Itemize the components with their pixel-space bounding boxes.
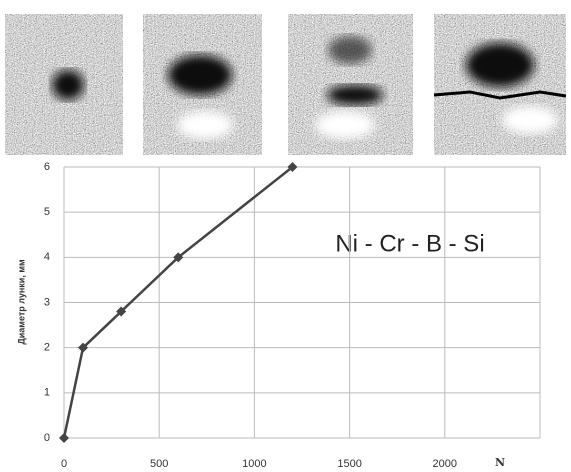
y-tick-label: 3 — [44, 296, 50, 308]
y-tick-label: 1 — [44, 387, 50, 399]
y-tick-label: 4 — [44, 251, 50, 263]
y-tick-label: 5 — [44, 206, 50, 218]
y-axis-label: Диаметр лунки, мм — [16, 259, 26, 345]
y-tick-label: 6 — [44, 161, 50, 173]
x-axis-label: N — [495, 456, 505, 469]
micrographs — [5, 14, 567, 155]
marker — [59, 433, 69, 443]
x-tick-label: 500 — [150, 458, 168, 470]
annotation: Ni - Cr - B - Si — [335, 230, 484, 257]
y-tick-label: 2 — [44, 342, 50, 354]
x-tick-label: 1500 — [337, 458, 361, 470]
x-tick-label: 0 — [61, 458, 67, 470]
marker — [287, 162, 298, 172]
x-tick-label: 2000 — [433, 458, 457, 470]
marker — [116, 306, 127, 317]
y-tick-label: 0 — [44, 432, 50, 444]
marker — [173, 252, 184, 263]
x-tick-label: 1000 — [242, 458, 266, 470]
marker — [78, 342, 89, 353]
